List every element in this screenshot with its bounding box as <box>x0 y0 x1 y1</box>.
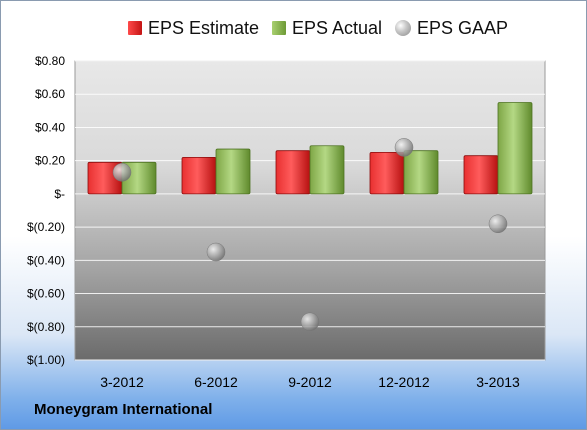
actual-bar <box>497 102 533 195</box>
estimate-bar <box>275 150 311 195</box>
x-tick-label: 12-2012 <box>378 374 430 390</box>
y-tick-label: $0.40 <box>35 120 65 134</box>
legend-item-gaap: EPS GAAP <box>395 16 508 40</box>
y-tick-label: $(0.20) <box>27 220 65 234</box>
y-tick-label: $(1.00) <box>27 353 65 367</box>
x-tick-label: 3-2012 <box>100 374 144 390</box>
x-tick-label: 6-2012 <box>194 374 238 390</box>
estimate-bar <box>463 155 499 195</box>
gaap-point <box>206 242 226 262</box>
y-tick-label: $- <box>54 187 65 201</box>
y-tick-label: $(0.80) <box>27 320 65 334</box>
actual-bar <box>309 145 345 195</box>
gaap-points <box>112 138 508 332</box>
estimate-bar <box>369 151 405 195</box>
legend-swatch-actual <box>272 21 286 35</box>
legend-label-estimate: EPS Estimate <box>148 17 260 38</box>
y-tick-label: $0.20 <box>35 154 65 168</box>
company-name: Moneygram International <box>34 401 213 418</box>
x-tick-label: 3-2013 <box>476 374 520 390</box>
gaap-point <box>112 163 132 182</box>
legend-label-gaap: EPS GAAP <box>417 17 509 38</box>
y-tick-label: $0.60 <box>35 87 65 101</box>
y-axis-ticks: $0.80 $0.60 $0.40 $0.20 $- $(0.20) $(0.40) $(0.… <box>27 54 65 367</box>
x-axis-ticks: 3-2012 6-2012 9-2012 12-2012 3-2013 <box>100 374 520 390</box>
legend-label-actual: EPS Actual <box>292 17 383 38</box>
actual-bar <box>403 150 439 195</box>
y-tick-label: $0.80 <box>35 54 65 68</box>
plot-area <box>74 60 546 361</box>
gaap-point <box>300 312 320 332</box>
y-tick-label: $(0.60) <box>27 287 65 301</box>
legend-swatch-estimate <box>128 21 142 35</box>
gaap-point <box>488 214 508 234</box>
gaap-point <box>394 138 414 157</box>
x-tick-label: 9-2012 <box>288 374 332 390</box>
legend-item-estimate: EPS Estimate <box>128 16 259 40</box>
y-tick-label: $(0.40) <box>27 253 65 267</box>
legend-item-actual: EPS Actual <box>272 16 382 40</box>
estimate-bar <box>181 156 217 195</box>
bars <box>87 102 533 195</box>
actual-bar <box>215 148 251 195</box>
chart-legend: EPS Estimate EPS Actual EPS GAAP <box>0 16 587 40</box>
legend-swatch-gaap <box>395 20 411 36</box>
